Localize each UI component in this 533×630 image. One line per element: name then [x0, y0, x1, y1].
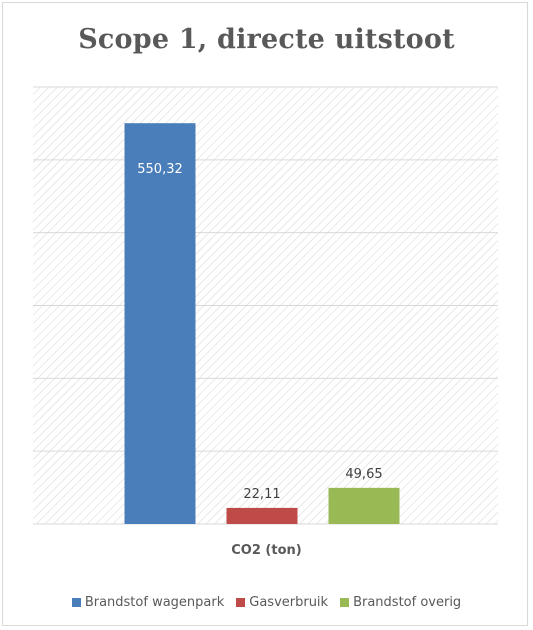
legend-label: Brandstof overig — [353, 595, 462, 610]
legend-swatch — [236, 598, 246, 607]
legend-item: Gasverbruik — [236, 595, 328, 610]
chart-title: Scope 1, directe uitstoot — [78, 24, 455, 55]
legend-swatch — [340, 598, 350, 607]
bar-3 — [328, 487, 400, 524]
data-label: 22,11 — [243, 487, 280, 502]
x-axis-label: CO2 (ton) — [231, 543, 302, 558]
chart-legend: Brandstof wagenpark Gasverbruik Brandstof … — [0, 595, 533, 610]
legend-label: Brandstof wagenpark — [84, 595, 225, 610]
legend-item: Brandstof wagenpark — [71, 595, 225, 610]
legend-label: Gasverbruik — [249, 595, 329, 610]
bar-1 — [124, 123, 196, 525]
legend-swatch — [71, 598, 81, 607]
legend-item: Brandstof overig — [340, 595, 461, 610]
bar-2 — [226, 507, 298, 524]
data-label: 550,32 — [137, 162, 183, 177]
data-label: 49,65 — [345, 467, 382, 482]
